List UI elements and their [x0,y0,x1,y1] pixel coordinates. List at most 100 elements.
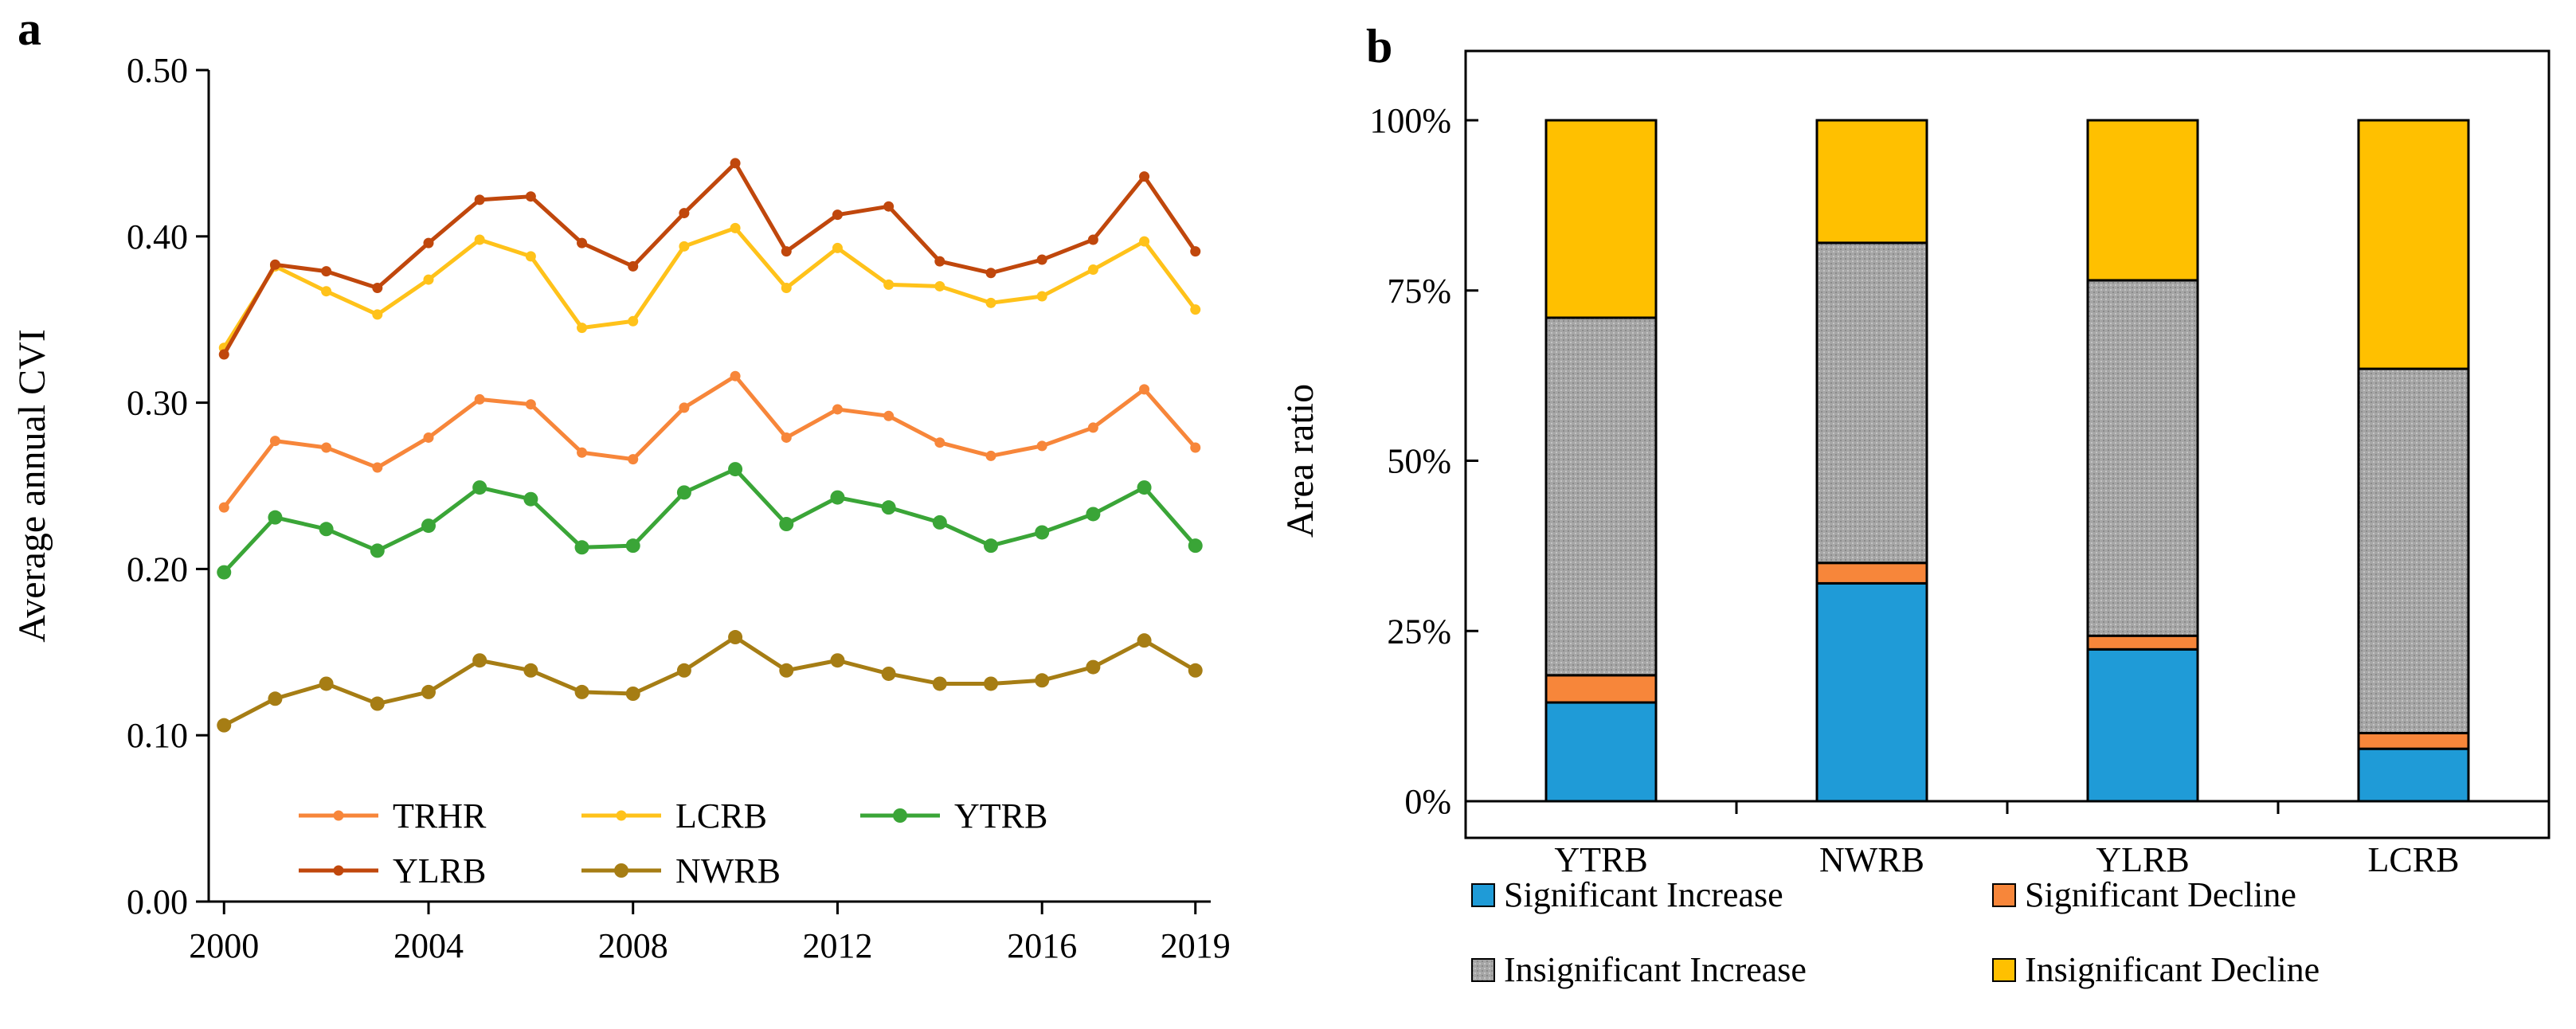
series-line-nwrb [223,635,1197,727]
legend-label-ylrb: YLRB [393,851,486,890]
data-point-ylrb [1139,171,1150,182]
bar-segment-nwrb-insignificant-decline [1815,119,1928,245]
data-point-nwrb [472,653,487,668]
data-point-ytrb [217,565,232,580]
data-point-nwrb [1035,673,1050,688]
data-point-lcrb [474,234,485,245]
data-point-lcrb [679,241,690,252]
data-point-ylrb [577,237,588,248]
data-point-lcrb [321,286,332,297]
bar-segment-ytrb-significant-decline [1544,674,1658,704]
y-axis-title: Average annual CVI [11,329,53,643]
data-point-trhr [269,436,280,447]
data-point-trhr [577,447,588,458]
data-point-ylrb [730,158,741,169]
data-point-ytrb [932,514,947,530]
data-point-trhr [218,502,229,513]
data-point-nwrb [625,687,640,701]
series-line-lcrb [222,225,1197,350]
data-point-ytrb [1188,538,1203,554]
data-point-nwrb [1188,663,1203,678]
data-point-ytrb [676,485,691,500]
bar-segment-ytrb-insignificant-increase [1544,316,1658,677]
legend-marker-ylrb [333,865,344,876]
y-tick-label: 50% [1387,442,1451,481]
data-point-lcrb [423,274,434,285]
data-point-lcrb [1036,291,1047,302]
legend-swatch-insignificant-decline [1992,958,2016,982]
legend-label-trhr: TRHR [393,796,487,835]
data-point-ylrb [1036,254,1047,265]
bar-segment-lcrb-significant-increase [2357,747,2470,803]
x-tick-label: 2000 [189,926,259,965]
data-point-ylrb [679,208,690,219]
data-point-ytrb [1137,480,1152,495]
y-tick-label: 0% [1404,782,1451,821]
x-category-label: YTRB [1554,840,1647,879]
legend-marker-lcrb [616,810,627,821]
legend-label-significant-increase: Significant Increase [1504,875,1783,914]
data-point-trhr [1087,422,1098,433]
bar-segment-lcrb-insignificant-decline [2357,119,2470,370]
data-point-nwrb [574,684,589,699]
data-point-nwrb [830,653,845,668]
data-point-ylrb [423,237,434,248]
bar-segment-nwrb-insignificant-increase [1815,241,1928,565]
data-point-nwrb [984,676,999,691]
data-point-trhr [372,462,383,473]
data-point-lcrb [832,242,843,253]
bar-segment-ylrb-insignificant-decline [2086,119,2199,282]
data-point-trhr [1139,384,1150,395]
plot-frame [1464,49,2551,839]
line-chart-axes: 0.00 0.10 0.20 0.30 0.40 0.50 2000 2004 2008 2012… [11,51,1231,965]
y-tick-label: 0.20 [127,550,188,589]
data-point-ylrb [474,194,485,205]
data-point-lcrb [1139,236,1150,247]
data-point-trhr [321,442,332,453]
data-point-trhr [883,410,895,421]
y-tick-label: 75% [1387,272,1451,311]
data-point-ylrb [628,260,639,272]
x-tick-label: 2008 [598,926,668,965]
legend-label-insignificant-decline: Insignificant Decline [2025,950,2320,989]
data-point-trhr [1190,442,1201,453]
data-point-ylrb [321,266,332,277]
x-tick-label: 2019 [1161,926,1231,965]
data-point-nwrb [881,666,896,681]
data-point-trhr [1036,440,1047,452]
data-point-ylrb [525,191,536,202]
line-chart-series [217,158,1203,733]
data-point-ylrb [883,201,895,212]
bar-chart-legend: Significant Increase Significant Decline I… [1471,875,2320,989]
y-tick-label: 0.10 [127,716,188,755]
data-point-nwrb [932,676,947,691]
data-point-nwrb [728,630,743,645]
bar-segment-nwrb-significant-increase [1815,581,1928,803]
data-point-nwrb [676,663,691,678]
data-point-nwrb [421,684,436,699]
data-point-nwrb [370,696,385,711]
bar-chart-bars [1544,119,2470,803]
data-point-ylrb [372,283,383,294]
bar-segment-ylrb-significant-decline [2086,634,2199,651]
data-point-ylrb [269,259,280,270]
data-point-nwrb [779,663,794,678]
data-point-nwrb [268,691,283,706]
data-point-ylrb [1190,246,1201,257]
bar-segment-lcrb-insignificant-increase [2357,367,2470,734]
series-line-trhr [222,374,1197,509]
data-point-ytrb [625,538,640,554]
data-point-lcrb [883,279,895,290]
y-tick-label: 0.50 [127,51,188,90]
data-point-trhr [985,450,996,461]
data-point-trhr [423,432,434,443]
data-point-ytrb [472,480,487,495]
data-point-ytrb [523,491,538,507]
legend-swatch-insignificant-increase [1471,958,1495,982]
legend-label-insignificant-increase: Insignificant Increase [1504,950,1807,989]
data-point-ylrb [985,268,996,279]
y-tick-label: 0.40 [127,217,188,256]
data-point-lcrb [730,222,741,233]
legend-label-nwrb: NWRB [675,851,781,890]
